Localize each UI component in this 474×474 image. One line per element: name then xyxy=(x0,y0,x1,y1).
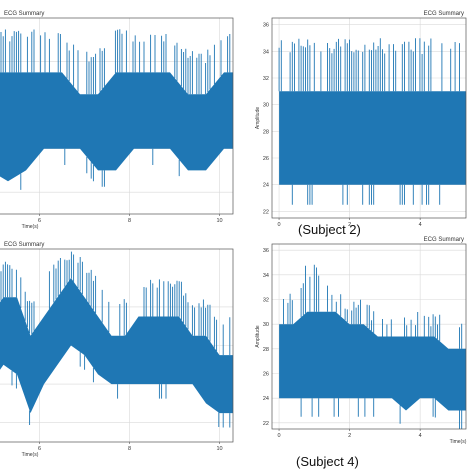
x-tick-label-0: 6 xyxy=(38,218,41,224)
x-tick-label-0: 0 xyxy=(278,433,281,439)
chart-svg-3: 6 8 10 ECG Summary Time(s) xyxy=(0,242,234,458)
y-tick-label-5: 32 xyxy=(263,76,269,82)
plot-frame xyxy=(271,17,467,219)
plot-frame xyxy=(0,248,234,443)
x-axis-label: Time(s) xyxy=(22,452,39,458)
panel-top-right: 0 2 4 22 24 26 28 30 32 34 36 ECG Summary Amplitude xyxy=(252,8,474,232)
panel-bottom-right: 0 2 4 22 24 26 28 30 32 34 36 ECG Summary Time(s) Amp… xyxy=(252,234,474,454)
chart-svg-1: 6 8 10 ECG Summary Time(s) xyxy=(0,11,234,230)
x-tick-label-2: 10 xyxy=(216,446,222,452)
chart-title: ECG Summary xyxy=(424,237,464,243)
series-0-band xyxy=(279,311,466,411)
y-tick-label-3: 28 xyxy=(263,129,269,135)
y-tick-label-7: 36 xyxy=(263,23,269,29)
y-tick-label-4: 30 xyxy=(263,103,269,109)
panel-bottom-left: 6 8 10 ECG Summary Time(s) xyxy=(0,237,237,465)
x-tick-label-1: 8 xyxy=(128,218,131,224)
x-tick-label-0: 6 xyxy=(38,446,41,452)
series-0-spikes xyxy=(278,38,460,205)
y-tick-label-3: 28 xyxy=(263,347,269,353)
plot-frame xyxy=(271,243,467,430)
y-tick-label-1: 24 xyxy=(263,183,269,189)
y-tick-label-6: 34 xyxy=(263,273,269,279)
y-tick-label-6: 34 xyxy=(263,49,269,55)
caption-subject-2: (Subject 2) xyxy=(298,222,361,237)
y-tick-label-0: 22 xyxy=(263,209,269,215)
caption-subject-4: (Subject 4) xyxy=(296,454,359,469)
x-tick-label-2: 4 xyxy=(419,222,422,228)
panel-top-left: 6 8 10 ECG Summary Time(s) xyxy=(0,0,237,232)
x-tick-label-2: 4 xyxy=(419,433,422,439)
x-axis-label: Time(s) xyxy=(22,224,39,230)
y-axis-label: Amplitude xyxy=(255,325,261,347)
chart-title: ECG Summary xyxy=(4,242,44,248)
x-tick-label-0: 0 xyxy=(278,222,281,228)
x-axis-label: Time(s) xyxy=(450,439,467,445)
chart-title: ECG Summary xyxy=(424,11,464,17)
y-tick-label-5: 32 xyxy=(263,298,269,304)
series-0-band xyxy=(0,278,233,414)
y-tick-label-2: 26 xyxy=(263,372,269,378)
series-0-signal xyxy=(278,38,466,205)
chart-title: ECG Summary xyxy=(4,11,44,17)
series-0-spikes xyxy=(0,29,231,190)
y-axis-label: Amplitude xyxy=(255,107,261,129)
y-tick-label-2: 26 xyxy=(263,156,269,162)
series-0-signal xyxy=(0,251,233,428)
series-0-spikes xyxy=(0,251,231,428)
series-0-signal xyxy=(0,29,233,190)
y-tick-label-1: 24 xyxy=(263,396,269,402)
x-tick-label-1: 8 xyxy=(128,446,131,452)
plot-frame xyxy=(0,17,234,215)
series-0-signal xyxy=(279,264,466,429)
x-tick-label-1: 2 xyxy=(348,433,351,439)
series-0-spikes xyxy=(283,264,463,429)
y-tick-label-4: 30 xyxy=(263,322,269,328)
series-0-band xyxy=(0,72,233,182)
series-0-band xyxy=(279,91,466,185)
x-tick-label-1: 2 xyxy=(348,222,351,228)
x-tick-label-2: 10 xyxy=(216,218,222,224)
y-tick-label-7: 36 xyxy=(263,248,269,254)
y-tick-label-0: 22 xyxy=(263,421,269,427)
